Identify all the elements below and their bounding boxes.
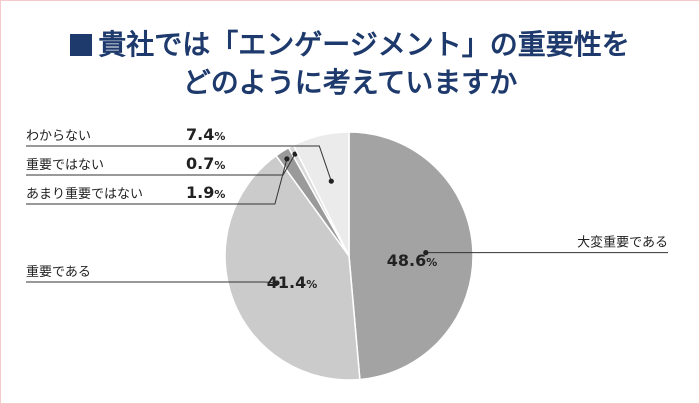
pie-slice-dont-know (292, 131, 350, 257)
leader-dot-not-important (292, 151, 298, 157)
leader-line-dont-know (26, 145, 332, 182)
slice-label-not-very-important: あまり重要ではない (26, 186, 143, 202)
leader-dot-not-very-important (284, 156, 290, 162)
pie-slice-very-important (348, 131, 474, 381)
leader-line-not-very-important (26, 158, 288, 205)
leader-line-important (26, 281, 278, 284)
slice-value-not-very-important: 1.9% (186, 183, 225, 202)
slice-label-important: 重要である (26, 264, 91, 280)
slice-value-not-important: 0.7% (186, 154, 225, 173)
pie-slice-important (224, 154, 361, 381)
slice-value-important: 41.4% (267, 273, 318, 292)
slice-label-very-important: 大変重要である (577, 235, 668, 251)
title-line-1-text: 貴社では「エンゲージメント」の重要性を (98, 28, 630, 61)
title-line-1: 貴社では「エンゲージメント」の重要性を (0, 26, 700, 64)
slice-label-not-important: 重要ではない (26, 157, 104, 173)
leader-dot-very-important (423, 250, 429, 256)
title-square-icon (70, 34, 93, 56)
title-line-2: どのように考えていますか (182, 66, 518, 99)
slice-value-dont-know: 7.4% (186, 125, 225, 144)
leader-dot-dont-know (328, 178, 334, 184)
slice-value-very-important: 48.6% (387, 251, 438, 270)
chart-title: 貴社では「エンゲージメント」の重要性を どのように考えていますか (0, 26, 700, 102)
leader-line-not-important (26, 153, 296, 176)
slice-label-dont-know: わからない (26, 129, 91, 144)
leader-dot-important (274, 280, 280, 286)
